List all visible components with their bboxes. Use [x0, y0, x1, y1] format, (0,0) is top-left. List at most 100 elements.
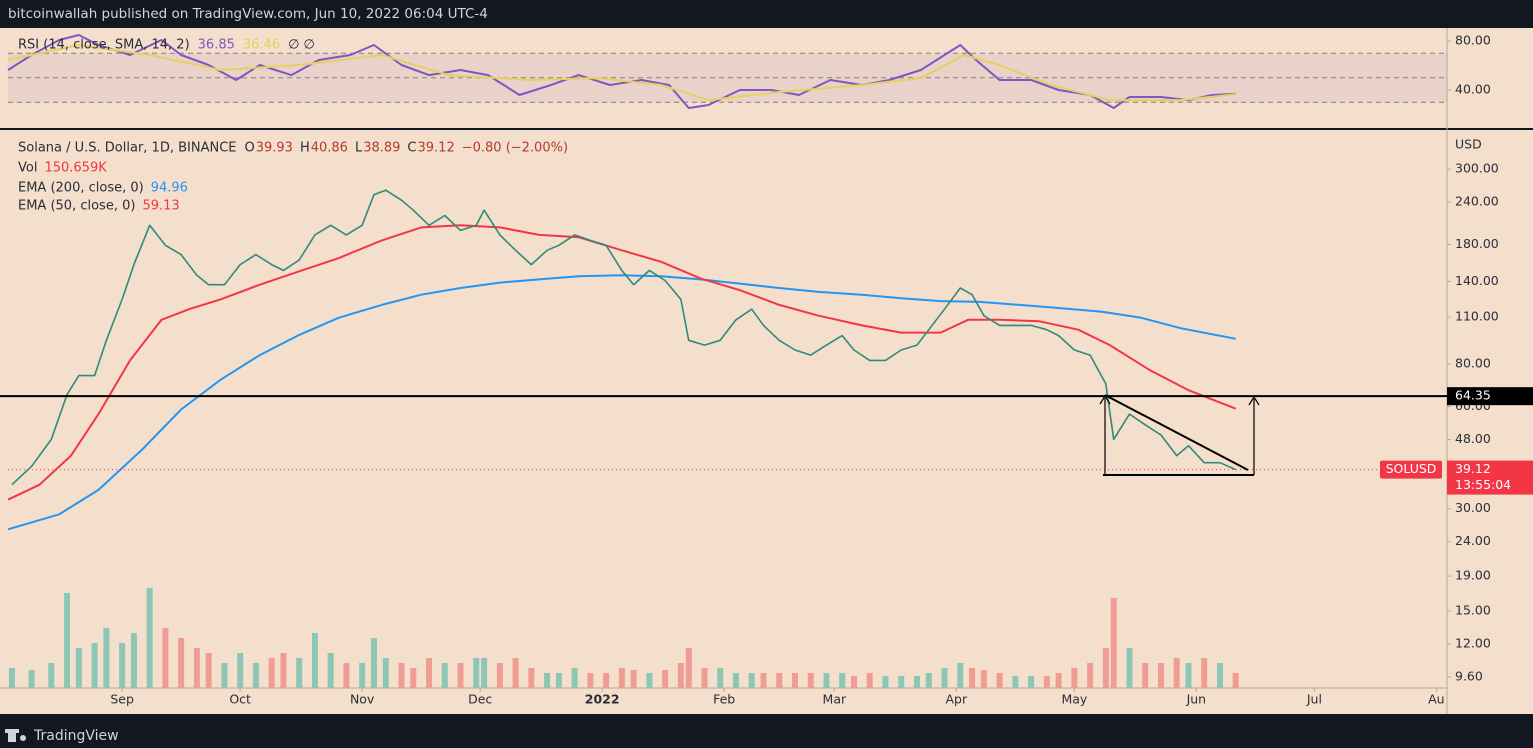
ohlc-value: 40.86: [311, 141, 348, 156]
volume-bar: [130, 633, 137, 688]
y-tick-label: 140.00: [1455, 273, 1499, 288]
volume-bar: [957, 663, 964, 688]
publisher: bitcoinwallah published on TradingView.c…: [8, 6, 488, 22]
y-tick-label: 300.00: [1455, 161, 1499, 176]
brand: TradingView: [33, 728, 119, 744]
volume-bar: [1028, 676, 1035, 688]
indicator-value: 36.46: [243, 38, 280, 53]
volume-value: 150.659K: [44, 161, 107, 176]
price-pane: [0, 130, 1533, 714]
volume-bar: [748, 673, 755, 688]
volume-bar: [382, 658, 389, 688]
volume-bar: [760, 673, 767, 688]
volume-bar: [512, 658, 519, 688]
volume-bar: [119, 643, 126, 688]
logo-part: [5, 729, 19, 733]
volume-bar: [1055, 673, 1062, 688]
arrow-head: [1248, 395, 1260, 406]
x-tick-label: Au: [1428, 692, 1444, 707]
volume-bar: [823, 673, 830, 688]
volume-bar: [1157, 663, 1164, 688]
volume-bar: [776, 673, 783, 688]
volume-bar: [618, 668, 625, 688]
volume-bar: [103, 628, 110, 688]
volume-bar: [311, 633, 318, 688]
volume-bar: [8, 668, 15, 688]
x-tick-label: Jul: [1306, 692, 1322, 707]
volume-bar: [1012, 676, 1019, 688]
volume-bar: [1102, 648, 1109, 688]
indicator-value: 36.85: [198, 38, 235, 53]
descending-triangle: [1099, 394, 1260, 476]
volume-bar: [410, 668, 417, 688]
volume-bar: [791, 673, 798, 688]
volume-bar: [1071, 668, 1078, 688]
volume-bar: [851, 676, 858, 688]
volume-bar: [717, 668, 724, 688]
y-tick-label: 30.00: [1455, 500, 1491, 515]
volume-bar: [980, 670, 987, 688]
logo: [5, 729, 26, 742]
y-tick-label: 40.00: [1455, 82, 1491, 97]
volume-bar: [603, 673, 610, 688]
volume-bar: [473, 658, 480, 688]
symbol-label: SOLUSD: [1386, 461, 1437, 476]
volume-bar: [28, 670, 35, 688]
volume-bar: [1142, 663, 1149, 688]
volume-bar: [178, 638, 185, 688]
volume-bar: [1043, 676, 1050, 688]
change: −0.80 (−2.00%): [462, 141, 568, 156]
y-tick-label: 110.00: [1455, 309, 1499, 324]
volume-bar: [237, 653, 244, 688]
x-tick-label: Oct: [229, 692, 251, 707]
volume-bar: [941, 668, 948, 688]
ohlc-key: O: [245, 141, 255, 156]
volume-bar: [146, 588, 153, 688]
series-line: [7, 44, 1236, 102]
volume-bar: [252, 663, 259, 688]
x-tick-label: May: [1061, 692, 1087, 707]
symbol-label-bg: [1380, 460, 1442, 479]
ohlc-key: L: [355, 141, 363, 156]
ohlc-value: 38.89: [363, 141, 400, 156]
volume-bar: [280, 653, 287, 688]
volume-bar: [441, 663, 448, 688]
volume-name: Vol: [18, 161, 37, 176]
legend-value: 94.96: [151, 181, 188, 196]
volume-bar: [481, 658, 488, 688]
volume-bar: [866, 673, 873, 688]
volume-bar: [544, 673, 551, 688]
y-tick-label: 12.00: [1455, 635, 1491, 650]
volume-bar: [1216, 663, 1223, 688]
x-tick-label: Nov: [350, 692, 375, 707]
x-tick-label: Mar: [823, 692, 847, 707]
price-line-label: 64.35: [1455, 388, 1491, 403]
series-line: [11, 189, 1237, 486]
logo-part: [20, 735, 26, 741]
volume-bar: [807, 673, 814, 688]
x-tick-label: Feb: [713, 692, 735, 707]
legend-name: EMA (50, close, 0): [18, 199, 135, 214]
series-line: [7, 274, 1236, 531]
volume-bar: [913, 676, 920, 688]
y-tick-label: 48.00: [1455, 431, 1491, 446]
volume-bar: [343, 663, 350, 688]
volume-bar: [398, 663, 405, 688]
volume-bar: [1087, 663, 1094, 688]
logo-part: [8, 729, 16, 742]
legend-name: EMA (200, close, 0): [18, 181, 144, 196]
y-tick-label: 15.00: [1455, 602, 1491, 617]
volume-bar: [327, 653, 334, 688]
y-tick-label: 80.00: [1455, 356, 1491, 371]
volume-bar: [268, 658, 275, 688]
volume-bar: [426, 658, 433, 688]
x-tick-label: Jun: [1186, 692, 1207, 707]
volume-bar: [496, 663, 503, 688]
volume-bar: [296, 658, 303, 688]
volume-bar: [91, 643, 98, 688]
volume-bar: [677, 663, 684, 688]
volume-bar: [555, 673, 562, 688]
y-tick-label: 180.00: [1455, 236, 1499, 251]
